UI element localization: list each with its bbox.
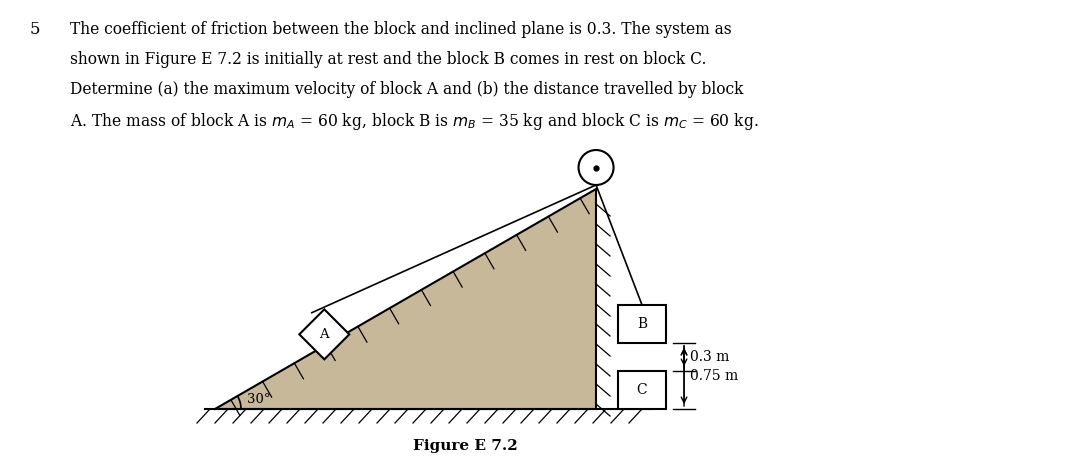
Text: Figure E 7.2: Figure E 7.2 xyxy=(414,439,518,453)
Bar xyxy=(618,305,666,343)
Text: The coefficient of friction between the block and inclined plane is 0.3. The sys: The coefficient of friction between the … xyxy=(70,21,731,38)
Text: C: C xyxy=(637,383,647,397)
Polygon shape xyxy=(215,189,596,409)
Text: 30°: 30° xyxy=(247,393,270,406)
Text: 5: 5 xyxy=(30,21,41,38)
Text: B: B xyxy=(637,317,647,331)
Text: 0.75 m: 0.75 m xyxy=(690,369,739,383)
Text: A. The mass of block A is $m_A$ = 60 kg, block B is $m_B$ = 35 kg and block C is: A. The mass of block A is $m_A$ = 60 kg,… xyxy=(70,111,758,132)
Bar xyxy=(618,371,666,409)
Text: A: A xyxy=(320,328,329,341)
Text: shown in Figure E 7.2 is initially at rest and the block B comes in rest on bloc: shown in Figure E 7.2 is initially at re… xyxy=(70,51,706,68)
Text: 0.3 m: 0.3 m xyxy=(690,350,729,364)
Text: Determine (a) the maximum velocity of block A and (b) the distance travelled by : Determine (a) the maximum velocity of bl… xyxy=(70,81,743,98)
Polygon shape xyxy=(299,309,349,359)
